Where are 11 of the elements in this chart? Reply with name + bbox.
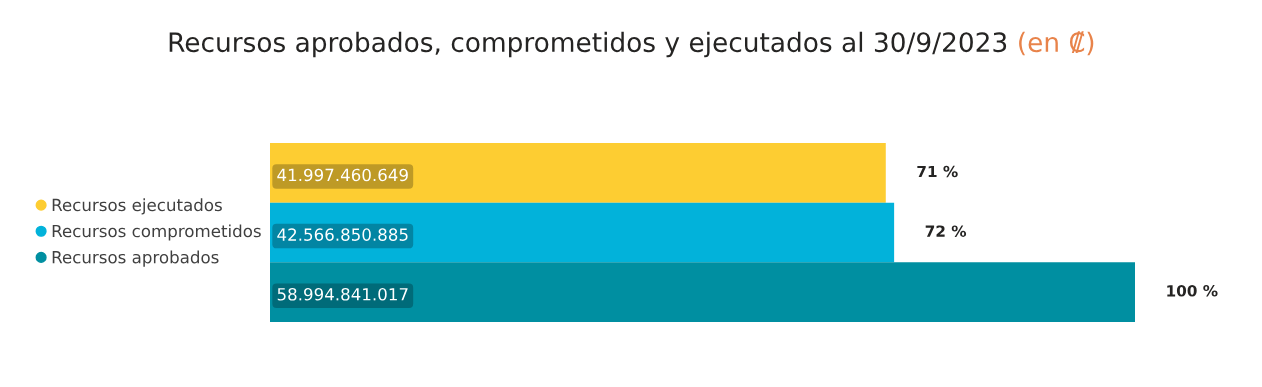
legend-label: Recursos ejecutados bbox=[52, 198, 222, 215]
data-label: 58.994.841.017 bbox=[277, 287, 408, 301]
data-label: 42.566.850.885 bbox=[277, 228, 408, 241]
chart-title: Recursos aprobados, comprometidos y ejecutados al 30/9/2023 bbox=[169, 31, 1007, 58]
annotation: 71 % bbox=[917, 165, 958, 178]
legend-label: Recursos aprobados bbox=[52, 250, 219, 267]
data-label: 41.997.460.649 bbox=[277, 168, 408, 182]
text: 100 % bbox=[1167, 285, 1218, 297]
legend-label: Recursos comprometidos bbox=[52, 224, 261, 241]
chart-subtitle: (en ₡) bbox=[1019, 31, 1094, 56]
annotation: 72 % bbox=[925, 225, 967, 237]
